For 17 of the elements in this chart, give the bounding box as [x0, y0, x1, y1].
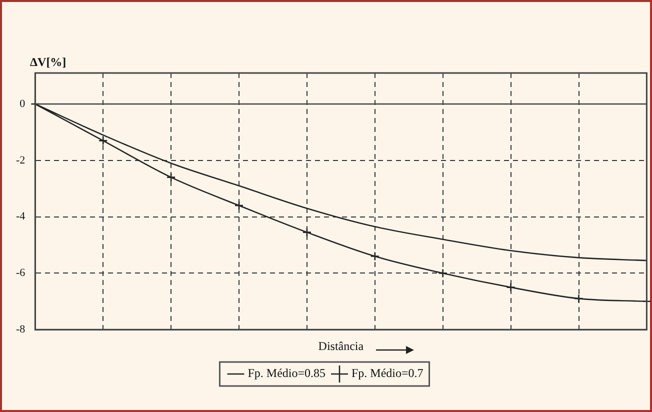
- legend-label: Fp. Médio=0.85: [248, 366, 326, 380]
- legend-label: Fp. Médio=0.7: [352, 366, 424, 380]
- point: [166, 172, 176, 182]
- point: [370, 252, 380, 261]
- point: [506, 282, 516, 292]
- point: [234, 200, 244, 210]
- y-tick-label: -8: [16, 323, 26, 336]
- point: [302, 228, 312, 237]
- y-tick-label: 0: [20, 98, 26, 110]
- y-tick-label: -2: [16, 154, 26, 166]
- point: [574, 294, 584, 304]
- y-tick-label: -6: [16, 267, 26, 280]
- point: [438, 268, 448, 278]
- point: [98, 136, 108, 146]
- y-axis-title: ΔV[%]: [30, 55, 66, 70]
- y-tick-label: -4: [16, 210, 26, 223]
- x-axis-title: Distância: [318, 338, 364, 353]
